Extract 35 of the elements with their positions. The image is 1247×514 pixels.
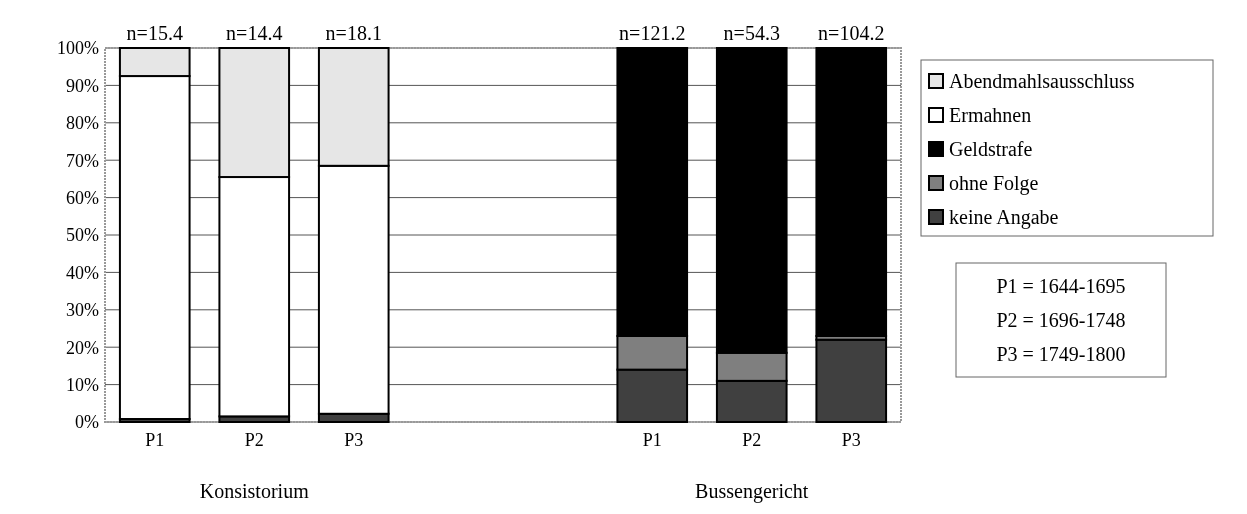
- y-tick-label: 100%: [57, 38, 99, 59]
- y-tick-label: 30%: [66, 300, 99, 321]
- y-tick-label: 50%: [66, 225, 99, 246]
- text: P1 = 1644-1695: [996, 275, 1126, 297]
- legend-label: Geldstrafe: [949, 138, 1033, 160]
- x-tick-label: P2: [742, 430, 762, 450]
- text: n=54.3: [723, 22, 780, 44]
- text: Konsistorium: [199, 480, 310, 502]
- text: P3 = 1749-1800: [996, 343, 1126, 365]
- legend-label: Abendmahlsausschluss: [949, 70, 1135, 92]
- x-tick-label: P3: [344, 430, 364, 450]
- legend-label: keine Angabe: [949, 206, 1059, 229]
- y-tick-label: 90%: [66, 75, 99, 96]
- y-tick-label: 0%: [75, 412, 99, 433]
- bar: [815, 338, 888, 423]
- x-tick-label: P1: [145, 430, 165, 450]
- text: n=104.2: [818, 22, 885, 44]
- legend-label: Ermahnen: [949, 104, 1032, 126]
- x-tick-label: P1: [642, 430, 662, 450]
- y-tick-label: 10%: [66, 374, 99, 395]
- text: n=121.2: [619, 22, 686, 44]
- y-tick-label: 60%: [66, 187, 99, 208]
- y-tick-label: 80%: [66, 113, 99, 134]
- text: P2 = 1696-1748: [996, 309, 1126, 331]
- legend-label: ohne Folge: [949, 172, 1039, 195]
- y-tick-label: 70%: [66, 150, 99, 171]
- text: Bussengericht: [695, 480, 809, 503]
- text: n=15.4: [126, 22, 183, 44]
- bar: [815, 47, 888, 337]
- x-tick-label: P3: [841, 430, 861, 450]
- x-tick-label: P2: [244, 430, 264, 450]
- text: n=18.1: [325, 22, 382, 44]
- text: n=14.4: [226, 22, 283, 44]
- y-tick-label: 40%: [66, 262, 99, 283]
- y-tick-label: 20%: [66, 337, 99, 358]
